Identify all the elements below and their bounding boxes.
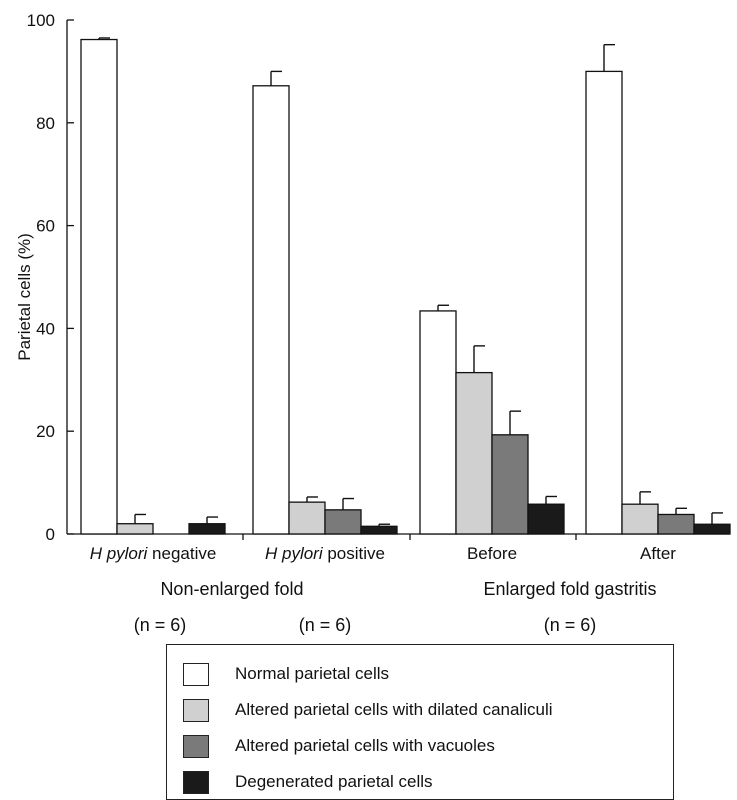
y-tick-label: 20 bbox=[36, 422, 55, 441]
n-label: (n = 6) bbox=[134, 615, 187, 635]
group-label: Non-enlarged fold bbox=[160, 579, 303, 599]
n-label: (n = 6) bbox=[544, 615, 597, 635]
legend-item-normal: Normal parietal cells bbox=[183, 661, 389, 687]
y-axis-label: Parietal cells (%) bbox=[15, 233, 34, 361]
bars bbox=[80, 37, 731, 535]
category-label: H pylori negative bbox=[90, 544, 217, 563]
y-tick-label: 40 bbox=[36, 319, 55, 338]
legend-label-vacuoles: Altered parietal cells with vacuoles bbox=[235, 736, 495, 755]
legend-swatch-normal bbox=[183, 662, 209, 686]
bar bbox=[288, 501, 326, 535]
bar-chart: 0 20 40 60 80 100 Parietal cells (%) H pylori … bbox=[15, 11, 731, 635]
bar bbox=[621, 503, 659, 535]
y-tick-label: 100 bbox=[27, 11, 55, 30]
group-label: Enlarged fold gastritis bbox=[483, 579, 656, 599]
bar bbox=[693, 523, 731, 535]
bar bbox=[80, 38, 118, 535]
y-tick-label: 60 bbox=[36, 217, 55, 236]
y-tick-label: 0 bbox=[46, 525, 55, 544]
legend-swatch-dilated-canaliculi bbox=[183, 698, 209, 722]
bar bbox=[491, 434, 529, 535]
legend-swatch-degenerated bbox=[183, 770, 209, 794]
legend: Normal parietal cells Altered parietal c… bbox=[166, 644, 674, 800]
bar bbox=[455, 371, 493, 535]
category-label: After bbox=[640, 544, 676, 563]
category-label: H pylori positive bbox=[265, 544, 385, 563]
bar bbox=[360, 525, 398, 535]
legend-swatch-vacuoles bbox=[183, 734, 209, 758]
bar bbox=[324, 509, 362, 535]
n-label: (n = 6) bbox=[299, 615, 352, 635]
bar bbox=[657, 513, 695, 535]
labels: H pylori negative H pylori positive Before… bbox=[90, 544, 677, 635]
legend-item-vacuoles: Altered parietal cells with vacuoles bbox=[183, 733, 495, 759]
legend-item-degenerated: Degenerated parietal cells bbox=[183, 769, 433, 795]
axes: 0 20 40 60 80 100 Parietal cells (%) bbox=[15, 11, 730, 544]
bar bbox=[116, 523, 154, 535]
bar bbox=[419, 310, 457, 535]
y-tick-label: 80 bbox=[36, 114, 55, 133]
bar bbox=[585, 70, 623, 535]
legend-label-degenerated: Degenerated parietal cells bbox=[235, 772, 433, 791]
bar bbox=[252, 85, 290, 535]
bar bbox=[188, 523, 226, 535]
legend-label-normal: Normal parietal cells bbox=[235, 664, 389, 683]
bar bbox=[527, 503, 565, 535]
legend-item-dilated-canaliculi: Altered parietal cells with dilated cana… bbox=[183, 697, 553, 723]
category-label: Before bbox=[467, 544, 517, 563]
legend-label-dilated-canaliculi: Altered parietal cells with dilated cana… bbox=[235, 700, 553, 719]
